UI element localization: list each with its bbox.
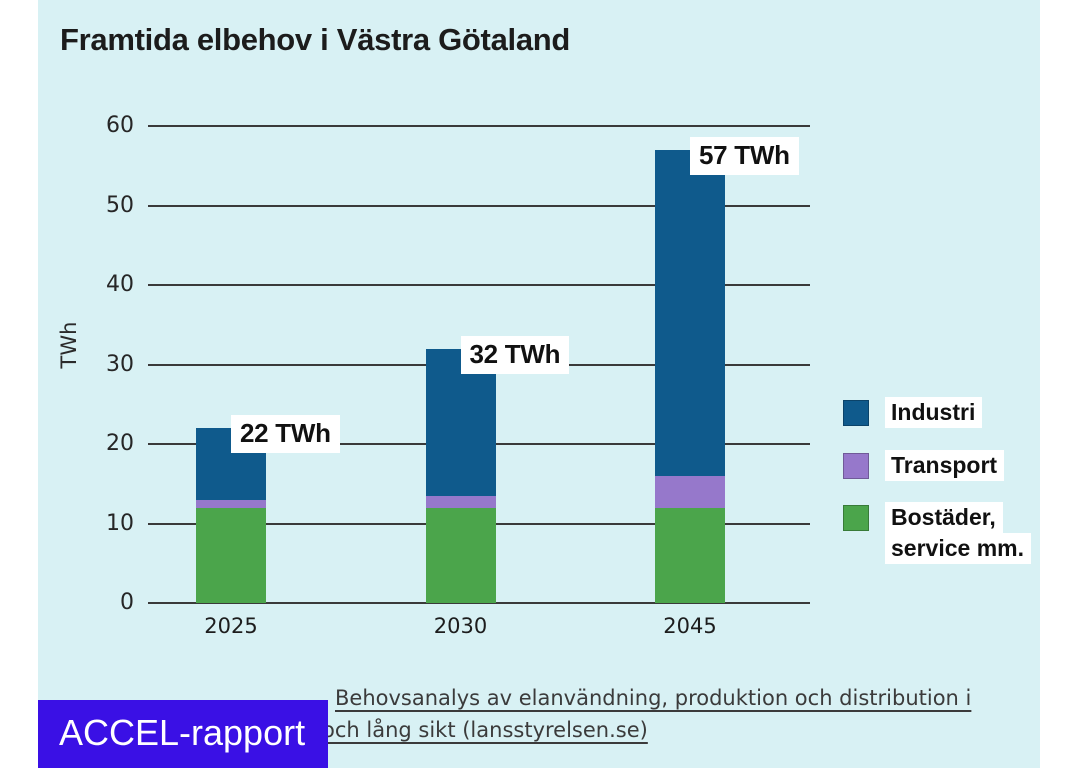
bar-segment-transport-2025 [196,499,266,508]
bar-total-label-2045: 57 TWh [690,136,799,175]
legend-swatch-icon [843,505,869,531]
legend-label: Bostäder, service mm. [885,502,1031,564]
source-link-line2[interactable]: och lång sikt (lansstyrelsen.se) [322,718,648,742]
bar-total-label-2025: 22 TWh [231,415,340,454]
x-tick-label-2030: 2030 [433,614,488,638]
gridline-60 [148,125,810,127]
legend-swatch-icon [843,400,869,426]
chart-title: Framtida elbehov i Västra Götaland [60,22,571,57]
accel-badge: ACCEL-rapport [38,700,329,768]
legend-label: Industri [885,397,983,428]
y-tick-label-0: 0 [120,590,134,615]
bar-segment-bostäder-2025 [196,507,266,603]
x-tick-label-2025: 2025 [204,614,258,638]
source-link-line1[interactable]: Behovsanalys av elanvändning, produktion… [335,686,972,710]
y-tick-label-50: 50 [106,192,134,218]
y-tick-label-40: 40 [106,272,134,297]
bar-segment-transport-2030 [425,495,496,508]
x-tick-label-2045: 2045 [663,614,717,638]
y-tick-label-20: 20 [106,431,134,456]
plot-area: 0 10 20 30 40 50 60 22 TWh 2025 32 TWh 2030 57 TWh 2… [106,113,810,638]
y-tick-label-60: 60 [106,113,134,138]
legend-label-line: service mm. [885,533,1031,564]
bar-segment-transport-2045 [655,475,725,508]
gridline-0 [148,602,810,604]
y-axis-label: TWh [57,321,81,369]
bar-total-label-2030: 32 TWh [460,335,570,374]
legend-label-line: Bostäder, [885,502,1003,533]
y-tick-label-10: 10 [106,510,134,536]
legend-label: Transport [885,449,1005,481]
bar-segment-bostäder-2045 [655,507,725,603]
gridline-50 [148,204,810,207]
slide-background: Framtida elbehov i Västra Götaland TWh 0… [38,0,1040,768]
bar-segment-bostäder-2030 [425,507,496,603]
legend-label-line: Industri [885,397,983,428]
legend-swatch-icon [843,452,869,479]
gridline-40 [148,284,810,286]
y-tick-label-30: 30 [106,351,134,377]
legend-label-line: Transport [885,449,1005,481]
bar-segment-industri-2045 [655,149,725,476]
